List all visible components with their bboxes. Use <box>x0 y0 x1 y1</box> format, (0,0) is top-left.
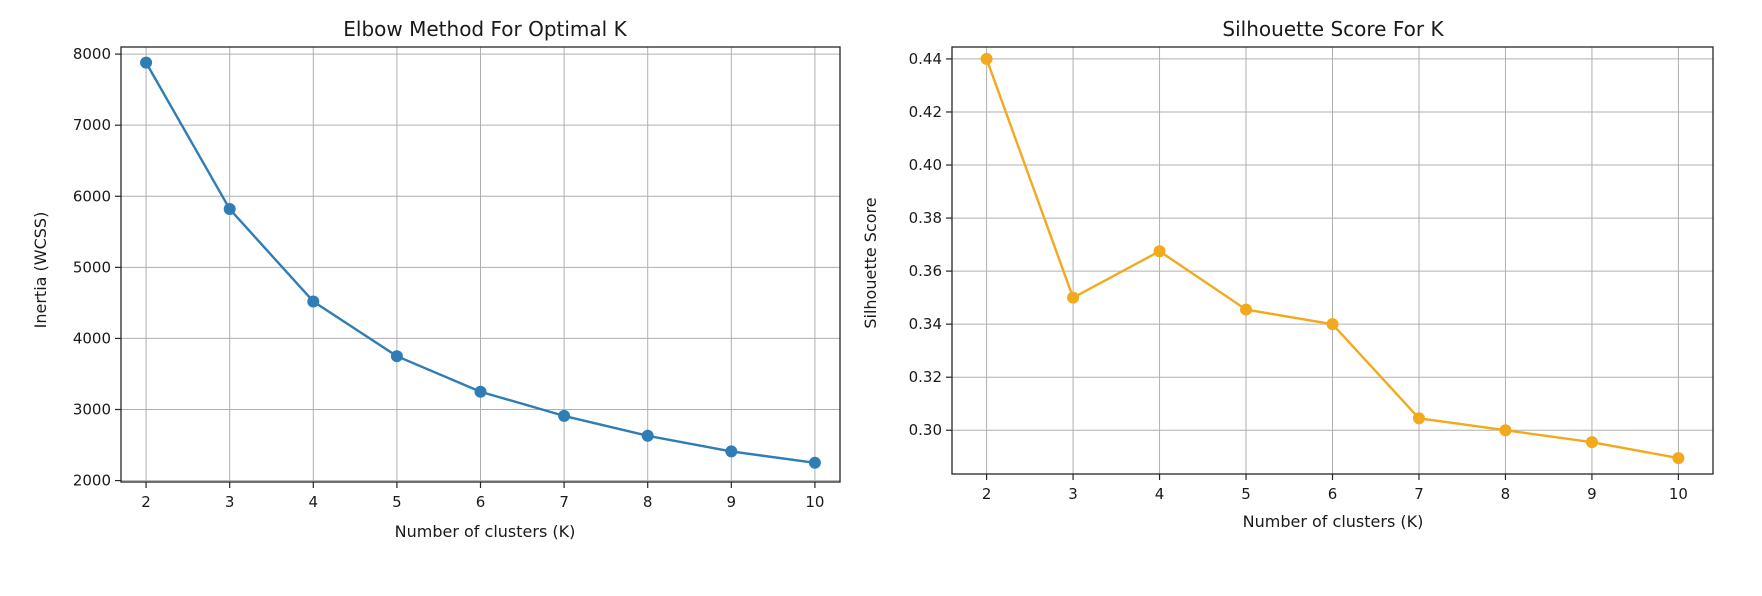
elbow-y-tick-label: 7000 <box>73 116 111 134</box>
silhouette-y-tick-label: 0.38 <box>909 209 942 227</box>
silhouette-data-point <box>1153 245 1166 258</box>
silhouette-x-tick-label: 6 <box>1328 485 1338 503</box>
elbow-data-point <box>474 385 487 398</box>
silhouette-y-tick-label: 0.44 <box>909 50 942 68</box>
elbow-y-tick-label: 5000 <box>73 258 111 276</box>
silhouette-x-tick-label: 8 <box>1501 485 1511 503</box>
elbow-x-axis-label: Number of clusters (K) <box>395 522 576 541</box>
elbow-y-axis-label: Inertia (WCSS) <box>31 212 50 329</box>
silhouette-data-point <box>1326 318 1339 331</box>
silhouette-y-tick-label: 0.34 <box>909 315 942 333</box>
elbow-x-tick-label: 7 <box>559 493 569 511</box>
silhouette-data-point <box>1067 291 1080 304</box>
elbow-chart-title: Elbow Method For Optimal K <box>343 17 627 41</box>
elbow-x-tick-label: 10 <box>805 493 824 511</box>
silhouette-x-axis-label: Number of clusters (K) <box>1243 512 1424 531</box>
silhouette-chart: 0.30 0.32 0.34 0.36 0.38 0.40 0.42 0.44 2 3 4 5 6 7 8… <box>861 17 1714 531</box>
silhouette-x-tick-label: 5 <box>1241 485 1251 503</box>
elbow-x-tick-label: 2 <box>141 493 151 511</box>
elbow-data-point <box>725 445 738 458</box>
elbow-y-tick-label: 8000 <box>73 45 111 63</box>
elbow-data-point <box>641 429 654 442</box>
silhouette-data-point <box>1585 436 1598 449</box>
silhouette-y-tick-label: 0.36 <box>909 262 942 280</box>
silhouette-y-tick-label: 0.30 <box>909 421 942 439</box>
silhouette-x-tick-label: 10 <box>1669 485 1688 503</box>
silhouette-data-point <box>1672 452 1685 465</box>
elbow-x-tick-label: 6 <box>476 493 486 511</box>
elbow-series <box>140 56 821 469</box>
elbow-data-point <box>390 350 403 363</box>
silhouette-data-point <box>1499 424 1512 437</box>
silhouette-series <box>980 52 1685 465</box>
silhouette-x-tick-label: 9 <box>1587 485 1597 503</box>
elbow-x-tick-label: 8 <box>643 493 653 511</box>
silhouette-y-axis-ticks: 0.30 0.32 0.34 0.36 0.38 0.40 0.42 0.44 <box>909 50 952 439</box>
silhouette-x-tick-label: 3 <box>1068 485 1078 503</box>
elbow-x-tick-label: 4 <box>309 493 319 511</box>
elbow-y-tick-label: 2000 <box>73 472 111 490</box>
elbow-x-tick-label: 9 <box>727 493 737 511</box>
elbow-plot-frame <box>120 46 841 483</box>
elbow-data-point <box>223 203 236 216</box>
silhouette-y-tick-label: 0.32 <box>909 368 942 386</box>
silhouette-y-tick-label: 0.40 <box>909 156 942 174</box>
silhouette-plot-frame <box>951 46 1714 475</box>
silhouette-x-axis-ticks: 2 3 4 5 6 7 8 9 10 <box>982 474 1688 503</box>
silhouette-y-tick-label: 0.42 <box>909 103 942 121</box>
silhouette-chart-title: Silhouette Score For K <box>1222 17 1444 41</box>
elbow-y-axis-ticks: 2000 3000 4000 5000 6000 7000 8000 <box>73 45 121 490</box>
elbow-data-point <box>558 409 571 422</box>
silhouette-data-point <box>1240 303 1253 316</box>
elbow-x-tick-label: 5 <box>392 493 402 511</box>
elbow-data-point <box>307 295 320 308</box>
elbow-data-point <box>808 456 821 469</box>
elbow-y-tick-label: 3000 <box>73 401 111 419</box>
silhouette-data-point <box>980 52 993 65</box>
silhouette-x-tick-label: 2 <box>982 485 992 503</box>
elbow-y-tick-label: 4000 <box>73 329 111 347</box>
elbow-data-point <box>140 56 153 69</box>
silhouette-x-tick-label: 7 <box>1414 485 1424 503</box>
elbow-x-tick-label: 3 <box>225 493 235 511</box>
elbow-y-tick-label: 6000 <box>73 187 111 205</box>
silhouette-gridlines <box>952 47 1713 474</box>
silhouette-x-tick-label: 4 <box>1155 485 1165 503</box>
silhouette-y-axis-label: Silhouette Score <box>861 197 880 328</box>
elbow-x-axis-ticks: 2 3 4 5 6 7 8 9 10 <box>141 482 824 511</box>
silhouette-data-point <box>1412 412 1425 425</box>
elbow-gridlines <box>121 47 840 482</box>
